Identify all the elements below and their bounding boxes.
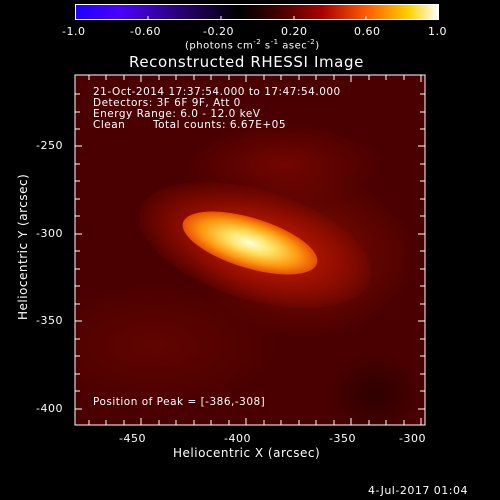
x-tick-label: -300	[399, 432, 426, 445]
colorbar-tick-label: -0.20	[203, 25, 234, 38]
unit-sup: -1	[270, 38, 279, 46]
x-tick-label: -400	[224, 432, 251, 445]
colorbar-tick-label: 1.0	[428, 25, 447, 38]
unit-part: (photons cm	[185, 40, 254, 52]
y-tick-label: -400	[36, 402, 63, 415]
detectors: Detectors: 3F 6F 9F, Att 0	[93, 97, 241, 109]
colorbar-tick-label: -1.0	[62, 25, 86, 38]
unit-part: )	[315, 40, 320, 52]
colorbar	[75, 4, 439, 20]
x-axis-title: Heliocentric X (arcsec)	[173, 446, 321, 460]
colorbar-tick-label: -0.60	[130, 25, 161, 38]
y-tick-label: -300	[36, 227, 63, 240]
colorbar-tick-label: 0.60	[354, 25, 381, 38]
x-tick-label: -450	[119, 432, 146, 445]
footer-date: 4-Jul-2017 01:04	[368, 484, 469, 497]
energy-range: Energy Range: 6.0 - 12.0 keV	[93, 108, 261, 120]
peak-position: Position of Peak = [-386,-308]	[93, 396, 266, 408]
colorbar-ticks	[147, 16, 367, 20]
rhessi-image: 21-Oct-2014 17:37:54.000 to 17:47:54.000…	[75, 75, 425, 425]
x-tick-label: -350	[329, 432, 356, 445]
y-tick-label: -350	[36, 314, 63, 327]
unit-part: asec	[278, 40, 308, 52]
unit-sup: -2	[307, 38, 316, 46]
total-counts: Total counts: 6.67E+05	[153, 119, 287, 131]
image-title: Reconstructed RHESSI Image	[129, 53, 364, 71]
unit-part: s	[261, 40, 271, 52]
unit-sup: -2	[253, 38, 262, 46]
obs-time: 21-Oct-2014 17:37:54.000 to 17:47:54.000	[93, 86, 341, 98]
y-axis-title: Heliocentric Y (arcsec)	[16, 173, 30, 320]
colorbar-tick-label: 0.20	[281, 25, 308, 38]
y-tick-label: -250	[36, 139, 63, 152]
colorbar-unit-label: (photons cm-2 s-1 asec-2)	[185, 38, 320, 51]
algorithm: Clean	[93, 119, 126, 131]
